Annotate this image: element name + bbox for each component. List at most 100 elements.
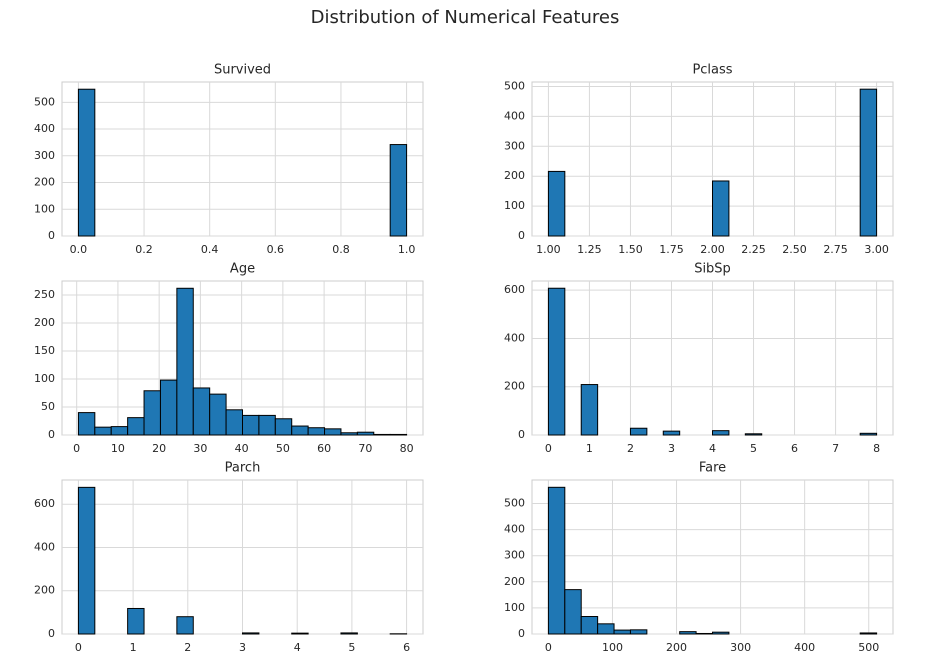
histogram-bar — [629, 427, 648, 436]
histogram-bar — [176, 616, 194, 635]
x-tick-label: 2.00 — [700, 243, 725, 256]
histogram-bar — [580, 616, 599, 635]
histogram-bar — [340, 632, 358, 635]
y-tick-label: 250 — [34, 288, 55, 301]
y-tick-label: 0 — [518, 428, 525, 441]
subplot: 0 100 200 300 400 500 0 100 200 300 400 500 Fare — [504, 461, 894, 654]
histogram-bar — [859, 88, 878, 237]
y-tick-label: 600 — [34, 497, 55, 510]
x-tick-label: 0 — [545, 641, 552, 654]
x-tick-label: 8 — [873, 442, 880, 455]
x-tick-label: 40 — [235, 442, 249, 455]
histogram-bar — [110, 426, 129, 436]
x-tick-label: 0 — [73, 442, 80, 455]
x-tick-label: 0.0 — [70, 243, 88, 256]
x-tick-label: 400 — [794, 641, 815, 654]
x-tick-label: 5 — [750, 442, 757, 455]
histogram-bar — [712, 430, 730, 436]
y-tick-label: 0 — [48, 627, 55, 640]
x-tick-label: 1.50 — [618, 243, 643, 256]
histogram-bar — [340, 432, 358, 436]
histogram-bar — [662, 430, 681, 436]
x-tick-label: 2 — [184, 641, 191, 654]
histogram-bar — [695, 632, 714, 635]
y-tick-label: 500 — [504, 496, 525, 509]
x-tick-label: 0.4 — [201, 243, 219, 256]
histogram-bar — [258, 414, 276, 436]
x-tick-label: 1.0 — [398, 243, 416, 256]
y-tick-label: 400 — [34, 122, 55, 135]
subplot-title: Fare — [699, 461, 726, 476]
y-tick-label: 400 — [34, 540, 55, 553]
histogram-bar — [143, 390, 161, 436]
y-tick-label: 300 — [34, 149, 55, 162]
subplot-title: Age — [230, 262, 255, 277]
histogram-bar — [242, 414, 260, 436]
histogram-bar — [77, 486, 96, 635]
histogram-bar — [744, 433, 763, 436]
histogram-bar — [679, 631, 697, 635]
histogram-bar — [564, 589, 582, 635]
x-tick-label: 80 — [400, 442, 414, 455]
x-tick-label: 0.8 — [332, 243, 350, 256]
x-tick-label: 300 — [730, 641, 751, 654]
y-tick-label: 200 — [504, 380, 525, 393]
histogram-bar — [77, 88, 96, 237]
x-tick-label: 0 — [75, 641, 82, 654]
histogram-bar — [389, 433, 408, 436]
x-tick-label: 1 — [130, 641, 137, 654]
subplot-title: Survived — [214, 63, 271, 78]
subplot: 0 100 200 300 400 500 1.00 1.25 1.50 1.75 2.00 2.25… — [504, 63, 894, 256]
histogram-bar — [547, 287, 566, 436]
y-tick-label: 0 — [48, 428, 55, 441]
y-tick-label: 200 — [34, 176, 55, 189]
x-tick-label: 4 — [709, 442, 716, 455]
y-tick-label: 200 — [504, 575, 525, 588]
x-tick-label: 1.00 — [536, 243, 561, 256]
x-tick-label: 20 — [152, 442, 166, 455]
x-tick-label: 1 — [586, 442, 593, 455]
x-tick-label: 2.75 — [823, 243, 848, 256]
x-tick-label: 3.00 — [864, 243, 889, 256]
x-tick-label: 200 — [666, 641, 687, 654]
subplot: 0 200 400 600 0 1 2 3 4 5 6 7 8 SibSp — [504, 262, 894, 455]
x-tick-label: 70 — [358, 442, 372, 455]
x-tick-label: 0.2 — [135, 243, 153, 256]
histogram-bar — [629, 629, 648, 635]
y-tick-label: 300 — [504, 139, 525, 152]
histogram-bar — [127, 607, 145, 635]
subplot-title: Pclass — [692, 63, 732, 78]
histogram-bar — [307, 427, 326, 436]
x-tick-label: 4 — [294, 641, 301, 654]
x-tick-label: 7 — [832, 442, 839, 455]
y-tick-label: 0 — [518, 229, 525, 242]
histogram-bar — [127, 417, 145, 436]
histogram-bar — [859, 632, 878, 635]
y-tick-label: 150 — [34, 344, 55, 357]
x-tick-label: 2.25 — [741, 243, 766, 256]
histogram-bar — [389, 144, 408, 237]
histogram-bar — [324, 428, 342, 436]
x-tick-label: 2 — [627, 442, 634, 455]
x-tick-label: 1.75 — [659, 243, 684, 256]
y-tick-label: 400 — [504, 523, 525, 536]
histogram-bar — [547, 486, 566, 635]
x-tick-label: 50 — [276, 442, 290, 455]
figure-title: Distribution of Numerical Features — [311, 7, 620, 28]
subplot-title: Parch — [225, 461, 261, 476]
histogram-bar — [859, 432, 878, 436]
x-tick-label: 5 — [348, 641, 355, 654]
plot-area — [61, 81, 424, 237]
y-tick-label: 200 — [504, 169, 525, 182]
histogram-bar — [274, 418, 293, 436]
histogram-bar — [712, 180, 730, 237]
histogram-bar — [547, 170, 566, 237]
y-tick-label: 200 — [34, 316, 55, 329]
x-tick-label: 1.25 — [577, 243, 602, 256]
histogram-bar — [291, 632, 309, 635]
histogram-bar — [159, 379, 178, 436]
x-tick-label: 10 — [111, 442, 125, 455]
x-tick-label: 6 — [791, 442, 798, 455]
y-tick-label: 400 — [504, 109, 525, 122]
histogram-bar — [373, 433, 391, 436]
